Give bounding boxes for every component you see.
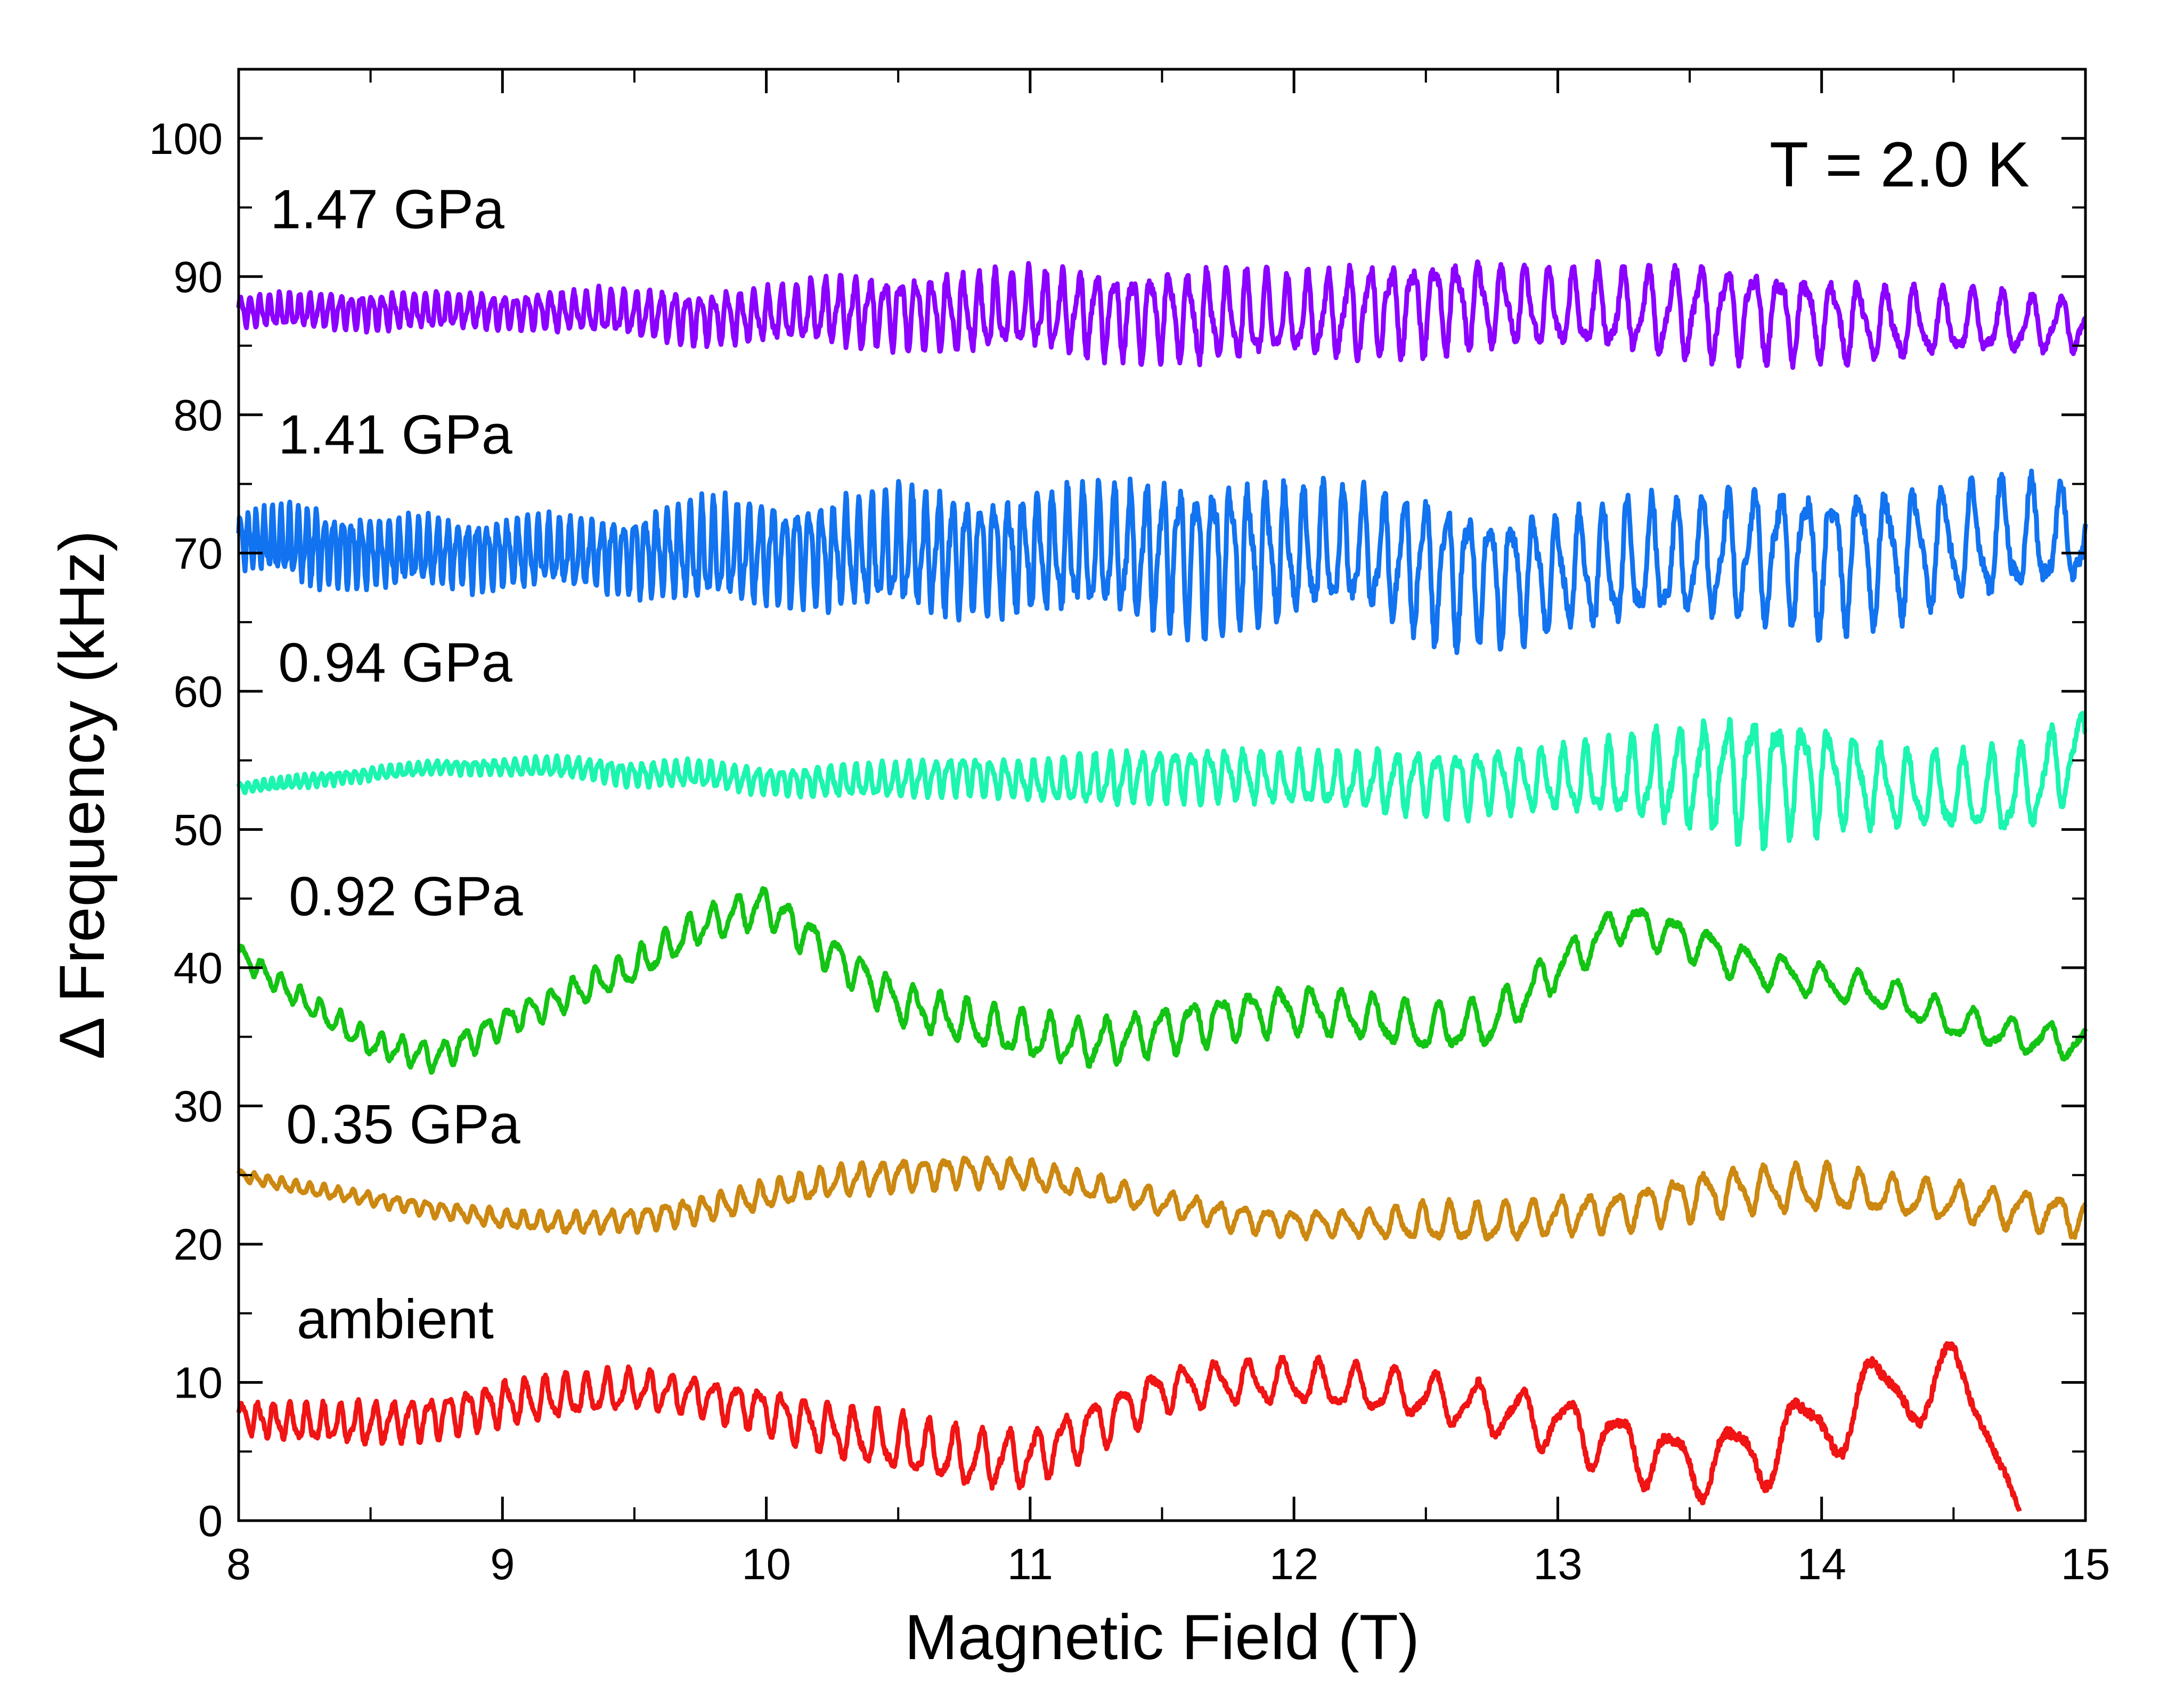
x-tick-label: 12	[1269, 1539, 1318, 1589]
series-label: 0.94 GPa	[278, 632, 512, 694]
y-tick-label: 30	[174, 1081, 223, 1131]
y-tick-label: 60	[174, 667, 223, 716]
labels-layer: 8 9 10 11 12 13 14 15 0 10 20 30 40 50 60 70 80 90 100 1.47…	[149, 114, 2110, 1589]
y-tick-label: 100	[149, 114, 223, 164]
y-tick-label: 90	[174, 252, 223, 301]
y-tick-label: 80	[174, 390, 223, 440]
x-tick-label: 9	[490, 1539, 515, 1589]
series-line	[237, 886, 2088, 1075]
series-label: ambient	[297, 1288, 494, 1350]
series-label: 1.47 GPa	[270, 178, 504, 240]
x-axis-title: Magnetic Field (T)	[904, 1602, 1420, 1673]
y-tick-label: 70	[174, 528, 223, 578]
x-tick-label: 11	[1007, 1539, 1053, 1589]
y-tick-label: 10	[174, 1358, 223, 1407]
series-line	[236, 1155, 2088, 1242]
series-layer	[236, 259, 2088, 1512]
y-tick-label: 40	[174, 943, 223, 993]
series-line	[236, 259, 2088, 370]
temperature-annotation: T = 2.0 K	[1770, 129, 2030, 200]
series-label: 1.41 GPa	[278, 404, 512, 466]
x-tick-label: 15	[2061, 1539, 2110, 1589]
y-tick-label: 0	[198, 1496, 223, 1546]
x-tick-label: 13	[1533, 1539, 1582, 1589]
x-tick-label: 8	[226, 1539, 251, 1589]
y-tick-label: 50	[174, 805, 223, 854]
series-line	[236, 1341, 2022, 1512]
series-line	[236, 468, 2088, 655]
plot-frame	[237, 68, 2087, 1522]
y-axis-title: Δ Frequency (kHz)	[46, 530, 118, 1060]
x-tick-label: 10	[741, 1539, 791, 1589]
ticks-layer	[237, 68, 2087, 1522]
series-label: 0.35 GPa	[286, 1094, 520, 1156]
x-tick-label: 14	[1797, 1539, 1846, 1589]
y-tick-label: 20	[174, 1220, 223, 1269]
series-label: 0.92 GPa	[289, 866, 523, 927]
series-line	[236, 711, 2088, 852]
